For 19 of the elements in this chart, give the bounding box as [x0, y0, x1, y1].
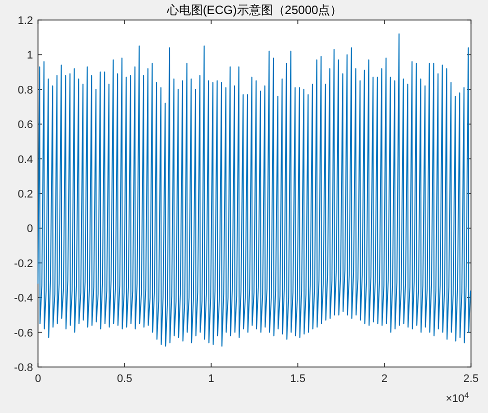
y-tick-label: 0.6	[18, 119, 33, 132]
y-tick-label: -0.8	[14, 362, 33, 374]
y-tick-label: 0.8	[18, 84, 33, 96]
y-tick-label: -0.2	[14, 258, 33, 270]
x-tick-label: 1.5	[290, 373, 306, 385]
chart-title: 心电图(ECG)示意图（25000点）	[166, 3, 342, 17]
y-tick-label: 1.2	[18, 15, 33, 27]
x-tick-label: 1	[208, 373, 214, 385]
y-tick-label: 0	[26, 223, 33, 236]
annotation: ×10$^{4}$	[446, 390, 469, 405]
y-tick-label: 1	[26, 50, 33, 62]
x-tick-label: 2	[381, 373, 388, 385]
x-tick-label: 0	[34, 373, 42, 385]
x-tick-label: 2.5	[463, 373, 479, 385]
y-tick-label: 0.2	[18, 188, 33, 200]
y-tick-label: -0.4	[14, 292, 33, 305]
x-tick-label: 0.5	[116, 373, 132, 385]
y-tick-label: -0.6	[14, 327, 33, 340]
y-tick-label: 0.4	[18, 154, 33, 166]
